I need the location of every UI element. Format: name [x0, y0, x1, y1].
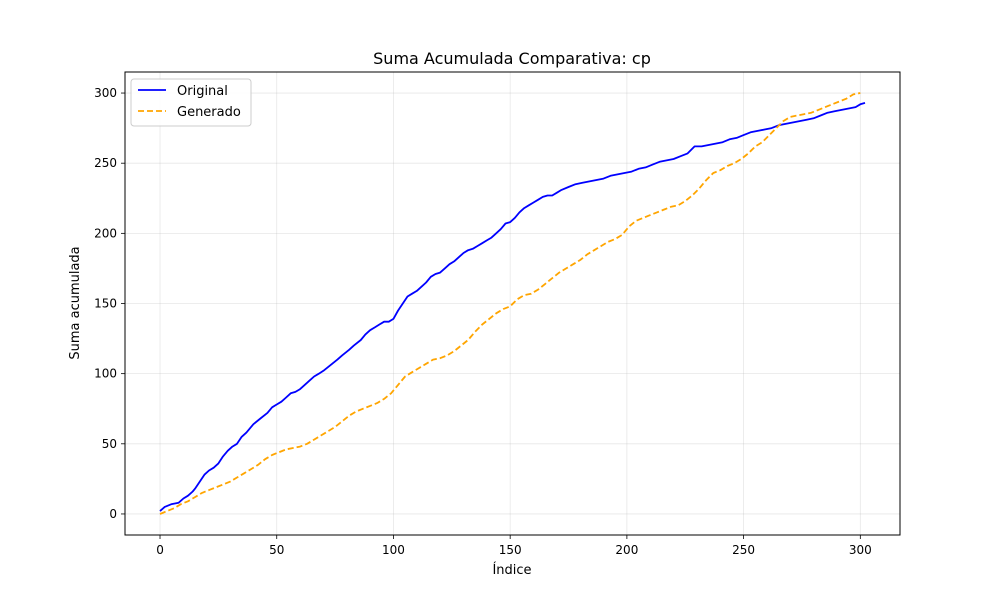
legend: Original Generado	[130, 78, 252, 127]
grid-lines	[125, 72, 900, 535]
legend-label-original: Original	[177, 84, 228, 99]
y-tick-label: 100	[94, 367, 117, 381]
y-tick-label: 250	[94, 156, 117, 170]
y-tick-label: 0	[109, 507, 117, 521]
series-lines	[159, 92, 866, 515]
y-tick-label: 50	[102, 437, 117, 451]
x-axis-label: Índice	[492, 562, 531, 578]
x-tick-label: 150	[499, 543, 522, 557]
series-line-generado	[159, 92, 861, 515]
y-axis-label: Suma acumulada	[68, 246, 83, 359]
x-tick-label: 0	[156, 543, 164, 557]
x-tick-label: 100	[382, 543, 405, 557]
legend-label-generado: Generado	[177, 105, 241, 120]
x-tick-label: 250	[732, 543, 755, 557]
x-tick-label: 200	[615, 543, 638, 557]
y-tick-label: 150	[94, 297, 117, 311]
series-line-original	[159, 102, 866, 512]
axis-ticks: 0 50 100 150 200 250 300 0 50 100 150 200 250 300	[94, 86, 872, 557]
y-tick-label: 200	[94, 226, 117, 240]
x-tick-label: 50	[269, 543, 284, 557]
y-tick-label: 300	[94, 86, 117, 100]
x-tick-label: 300	[849, 543, 872, 557]
chart-title: Suma Acumulada Comparativa: cp	[373, 49, 651, 68]
